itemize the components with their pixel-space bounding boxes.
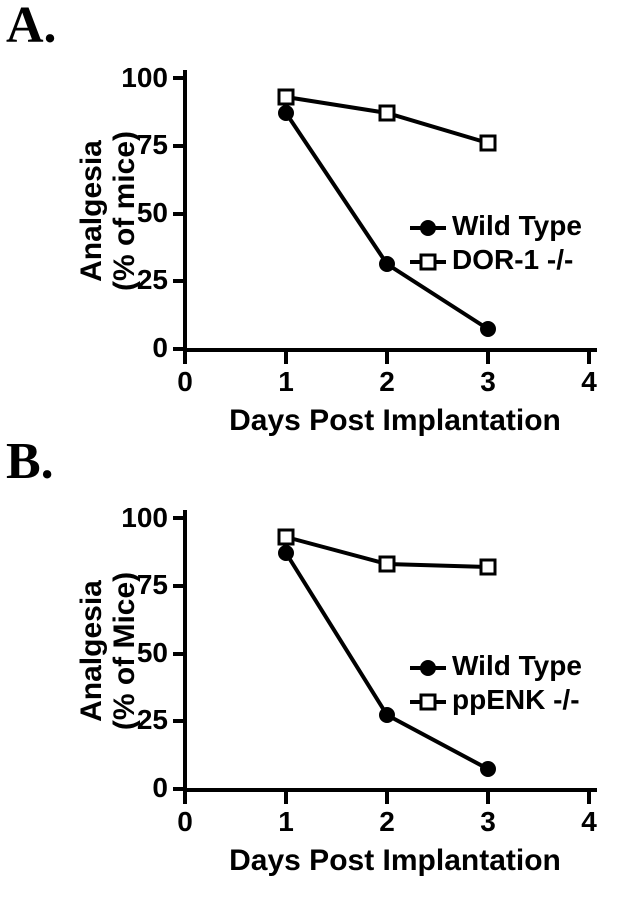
y-axis-title-line1: Analgesia — [75, 78, 109, 344]
ytick-0 — [173, 787, 185, 791]
y-axis-title-line2: (% of Mice) — [108, 518, 142, 784]
page: A. — [0, 0, 638, 900]
xtick-1 — [284, 352, 288, 364]
ytick-25 — [173, 719, 185, 723]
ppenk-marker — [279, 530, 293, 544]
ytick-100 — [173, 76, 185, 80]
xtick-label: 4 — [569, 366, 609, 398]
legend-ppenk-label: ppENK -/- — [452, 684, 580, 716]
ytick-100 — [173, 516, 185, 520]
xtick-label: 1 — [266, 366, 306, 398]
xtick-label: 1 — [266, 806, 306, 838]
xtick-0 — [183, 352, 187, 364]
ytick-75 — [173, 144, 185, 148]
xtick-2 — [385, 352, 389, 364]
wild-type-marker — [481, 322, 495, 336]
dor-marker — [380, 106, 394, 120]
wild-type-marker — [380, 257, 394, 271]
x-axis-title: Days Post Implantation — [195, 844, 595, 878]
panel-b-label: B. — [6, 432, 54, 491]
xtick-label: 0 — [165, 806, 205, 838]
x-axis-title: Days Post Implantation — [195, 404, 595, 438]
wild-type-marker — [481, 762, 495, 776]
xtick-1 — [284, 792, 288, 804]
ppenk-marker — [481, 560, 495, 574]
wild-type-marker — [279, 546, 293, 560]
xtick-label: 0 — [165, 366, 205, 398]
y-axis-title-line1: Analgesia — [75, 518, 109, 784]
ytick-50 — [173, 652, 185, 656]
ytick-75 — [173, 584, 185, 588]
panel-a-label: A. — [6, 0, 57, 55]
x-axis-line — [183, 788, 597, 792]
ppenk-marker — [380, 557, 394, 571]
xtick-4 — [587, 792, 591, 804]
ytick-25 — [173, 279, 185, 283]
wild-type-marker — [380, 708, 394, 722]
ytick-0 — [173, 347, 185, 351]
xtick-0 — [183, 792, 187, 804]
x-axis-line — [183, 348, 597, 352]
ytick-50 — [173, 212, 185, 216]
legend-wild-type-label: Wild Type — [452, 210, 582, 242]
xtick-label: 3 — [468, 806, 508, 838]
xtick-label: 3 — [468, 366, 508, 398]
dor-marker — [481, 136, 495, 150]
xtick-3 — [486, 792, 490, 804]
wild-type-marker — [279, 106, 293, 120]
xtick-2 — [385, 792, 389, 804]
dor-marker — [279, 90, 293, 104]
xtick-label: 2 — [367, 366, 407, 398]
legend-wild-type-label: Wild Type — [452, 650, 582, 682]
xtick-3 — [486, 352, 490, 364]
xtick-label: 4 — [569, 806, 609, 838]
xtick-4 — [587, 352, 591, 364]
y-axis-title-line2: (% of mice) — [108, 78, 142, 344]
legend-dor-label: DOR-1 -/- — [452, 244, 573, 276]
xtick-label: 2 — [367, 806, 407, 838]
